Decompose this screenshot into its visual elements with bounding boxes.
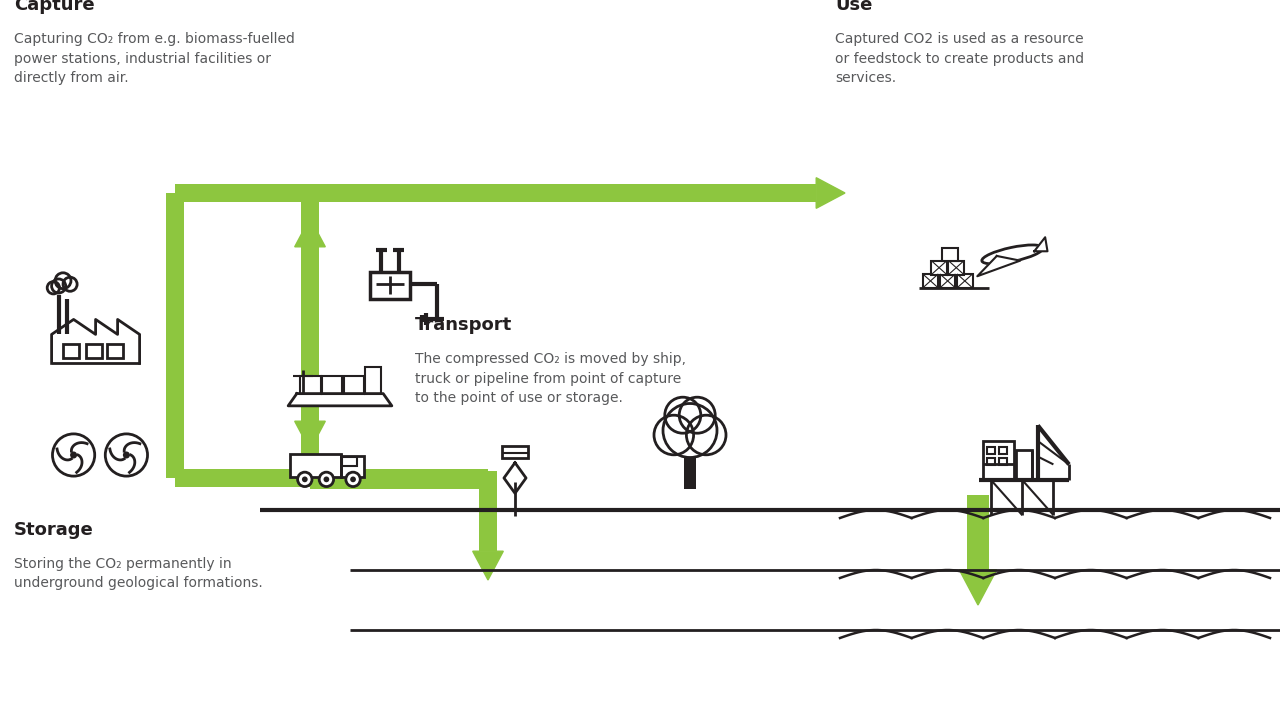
Bar [291, 454, 340, 477]
Polygon shape [472, 551, 503, 580]
Bar [942, 248, 957, 261]
Text: Storage: Storage [14, 521, 93, 539]
Bar [502, 445, 527, 458]
Circle shape [346, 472, 360, 487]
Bar [966, 495, 989, 570]
Bar [301, 247, 319, 330]
Text: Capture: Capture [14, 0, 95, 14]
Polygon shape [294, 218, 325, 247]
Text: Captured CO2 is used as a resource
or feedstock to create products and
services.: Captured CO2 is used as a resource or fe… [835, 32, 1084, 85]
Bar [310, 184, 817, 202]
Bar [983, 441, 1015, 480]
Circle shape [302, 476, 307, 483]
Bar [932, 261, 947, 275]
Circle shape [319, 472, 334, 487]
Polygon shape [978, 256, 1020, 276]
Bar [370, 272, 410, 299]
Circle shape [680, 397, 716, 433]
Bar [940, 274, 955, 288]
Bar [175, 469, 488, 487]
Polygon shape [1034, 237, 1047, 251]
Bar [63, 344, 79, 358]
Circle shape [654, 415, 694, 455]
Bar [998, 448, 1006, 454]
Text: Use: Use [835, 0, 873, 14]
Bar [301, 376, 320, 395]
Bar [340, 455, 364, 477]
Bar [502, 445, 527, 458]
Bar [301, 295, 319, 421]
Bar [340, 455, 364, 477]
Bar [957, 274, 973, 288]
Bar [343, 376, 364, 395]
Circle shape [123, 452, 131, 458]
Circle shape [298, 472, 312, 487]
Bar [940, 274, 955, 288]
Text: Transport: Transport [415, 316, 512, 334]
Polygon shape [294, 421, 325, 450]
Bar [983, 441, 1015, 480]
Text: Storing the CO₂ permanently in
underground geological formations.: Storing the CO₂ permanently in undergrou… [14, 557, 262, 591]
Text: Capturing CO₂ from e.g. biomass-fuelled
power stations, industrial facilities or: Capturing CO₂ from e.g. biomass-fuelled … [14, 32, 294, 85]
Bar [948, 261, 964, 275]
Bar [479, 480, 497, 551]
Circle shape [70, 452, 77, 458]
Bar [108, 344, 123, 358]
Polygon shape [959, 570, 997, 605]
Bar [998, 458, 1006, 465]
Bar [932, 261, 947, 275]
Bar [1016, 450, 1032, 480]
Polygon shape [817, 178, 845, 208]
Bar [301, 193, 319, 425]
Circle shape [663, 404, 717, 458]
Bar [365, 367, 381, 395]
Ellipse shape [982, 245, 1043, 264]
Bar [343, 376, 364, 395]
Bar [291, 454, 340, 477]
Bar [923, 274, 938, 288]
Bar [1016, 450, 1032, 480]
Bar [175, 184, 310, 202]
Circle shape [324, 476, 329, 483]
Bar [370, 272, 410, 299]
Bar [310, 471, 497, 489]
Polygon shape [504, 463, 526, 493]
Bar [957, 274, 973, 288]
Bar [342, 457, 357, 466]
Bar [942, 248, 957, 261]
Bar [365, 367, 381, 395]
Circle shape [664, 397, 701, 433]
Bar [166, 193, 184, 478]
Bar [948, 261, 964, 275]
Bar [86, 344, 102, 358]
Polygon shape [288, 394, 392, 406]
Bar [987, 458, 995, 465]
Bar [301, 376, 320, 395]
Circle shape [686, 415, 726, 455]
Circle shape [351, 476, 356, 483]
Bar [301, 420, 319, 480]
Bar [684, 453, 696, 489]
Text: The compressed CO₂ is moved by ship,
truck or pipeline from point of capture
to : The compressed CO₂ is moved by ship, tru… [415, 352, 686, 405]
Bar [923, 274, 938, 288]
Bar [987, 448, 995, 454]
Bar [323, 376, 342, 395]
Bar [323, 376, 342, 395]
